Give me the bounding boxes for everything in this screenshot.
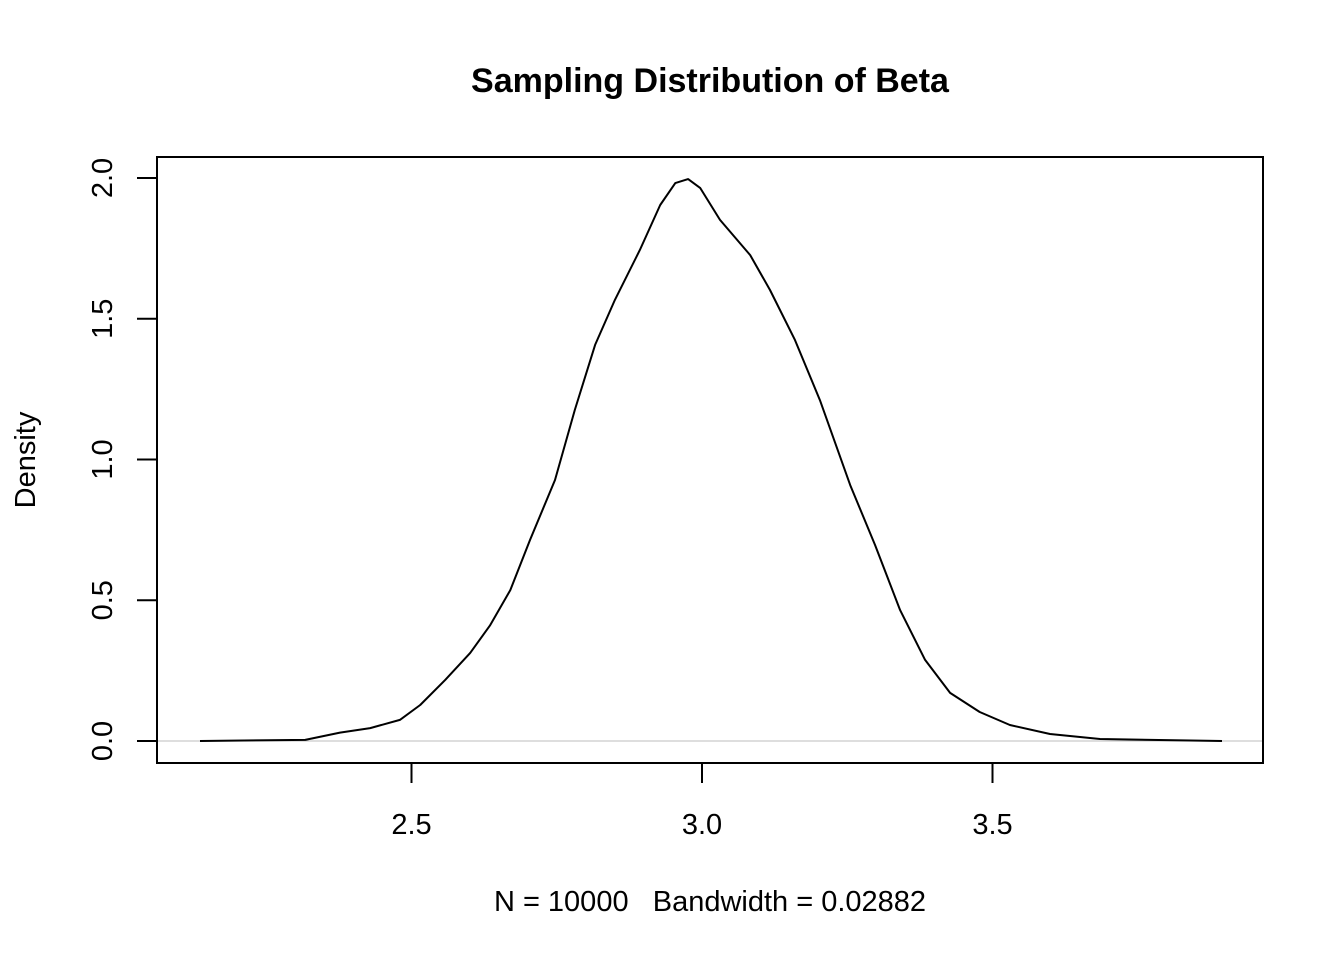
y-axis-label: Density bbox=[10, 411, 42, 508]
x-tick-label: 3.5 bbox=[972, 809, 1012, 841]
plot-box bbox=[156, 156, 1264, 764]
y-tick-label: 0.0 bbox=[87, 721, 119, 761]
x-axis-label: N = 10000 Bandwidth = 0.02882 bbox=[494, 886, 926, 918]
y-axis: 0.0 0.5 1.0 1.5 2.0 bbox=[87, 158, 157, 761]
y-tick-label: 0.5 bbox=[87, 580, 119, 620]
y-tick-label: 2.0 bbox=[87, 158, 119, 198]
x-axis: 2.5 3.0 3.5 bbox=[391, 762, 1013, 841]
density-curve bbox=[199, 178, 1223, 742]
y-tick-label: 1.0 bbox=[87, 439, 119, 479]
x-tick-label: 3.0 bbox=[682, 809, 722, 841]
chart-title: Sampling Distribution of Beta bbox=[471, 62, 950, 100]
x-tick-label: 2.5 bbox=[391, 809, 431, 841]
y-tick-label: 1.5 bbox=[87, 299, 119, 339]
